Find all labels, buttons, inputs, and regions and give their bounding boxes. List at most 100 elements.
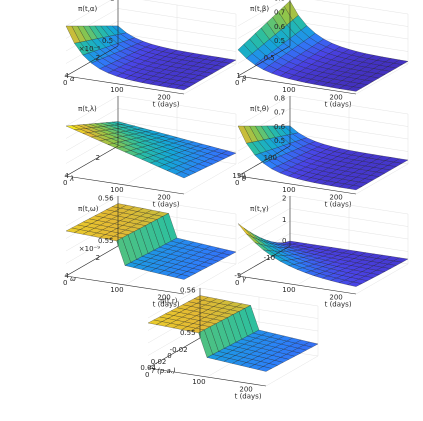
x-axis-label: t (days) (325, 201, 352, 209)
x-tick-label: 100 (110, 286, 123, 294)
x-axis-label: t (days) (235, 393, 262, 401)
x-tick-label: 100 (110, 186, 123, 194)
z-axis-label: π(t,r) (160, 297, 178, 305)
y-tick-label: 0.5 (264, 54, 275, 62)
z-tick-label: 1 (110, 0, 114, 3)
y-tick-label: 4 (64, 172, 69, 180)
z-tick-label: 0.8 (274, 95, 285, 103)
z-tick-label: 0.8 (274, 0, 285, 3)
surface-patch (221, 249, 237, 256)
x-tick-label: 100 (282, 286, 295, 294)
y-axis-label: θ (242, 175, 247, 183)
x-tick-label: 0 (63, 179, 67, 187)
y-tick-label: 2 (96, 254, 100, 262)
x-tick-label: 0 (145, 371, 149, 379)
z-tick-label: 0.6 (274, 23, 286, 31)
x-tick-label: 200 (157, 293, 170, 301)
x-tick-label: 100 (110, 86, 123, 94)
x-tick-label: 0 (63, 79, 67, 87)
x-tick-label: 200 (329, 193, 342, 201)
grid-line (65, 195, 119, 227)
y-axis-label: ω (70, 275, 76, 283)
x-axis-line (65, 175, 185, 195)
z-tick-label: 0.7 (274, 109, 285, 117)
x-tick-label: 100 (282, 186, 295, 194)
y-axis-line (65, 45, 119, 77)
x-axis-label: t (days) (153, 201, 180, 209)
surface-patch (393, 59, 409, 65)
y-tick-label: 4 (64, 272, 69, 280)
grid-line (355, 63, 409, 95)
x-axis-line (65, 75, 185, 95)
y-axis-label: α (70, 75, 75, 83)
x-tick-label: 200 (239, 385, 252, 393)
y-exponent-label: ×10⁻⁶ (79, 45, 100, 53)
surface-patch (221, 58, 237, 64)
grid-line (355, 163, 409, 195)
x-axis-label: t (days) (153, 301, 180, 309)
y-exponent-label: ×10⁻⁹ (79, 245, 100, 253)
y-axis-line (237, 145, 291, 177)
x-axis-line (237, 275, 357, 295)
y-tick-label: 4 (64, 72, 69, 80)
z-tick-label: 0.56 (180, 287, 196, 295)
z-tick-label: 0.5 (274, 37, 285, 45)
z-tick-label: 0.5 (102, 37, 113, 45)
x-tick-label: 200 (329, 293, 342, 301)
grid-line (147, 287, 201, 319)
z-axis-label: π(t,γ) (250, 205, 269, 213)
y-tick-label: -5 (234, 272, 241, 280)
surface-patch (221, 150, 237, 157)
y-tick-label: 150 (232, 172, 245, 180)
x-tick-label: 200 (157, 93, 170, 101)
z-tick-label: 0.6 (274, 123, 286, 131)
x-tick-label: 0 (235, 279, 239, 287)
grid-line (265, 355, 319, 387)
y-axis-line (65, 245, 119, 277)
grid-line (237, 195, 291, 227)
x-axis-label: t (days) (325, 301, 352, 309)
x-tick-label: 0 (235, 179, 239, 187)
grid-line (237, 0, 284, 27)
surface-plot-4: 0 100 200 100 150 0.5 0.6 0.7 0.8 t (days) θ π(t,θ) (232, 95, 409, 209)
y-axis-line (237, 45, 291, 77)
y-axis-line (237, 245, 291, 277)
z-tick-label: 0.55 (180, 329, 196, 337)
grid-line (65, 108, 119, 139)
z-tick-label: 0.5 (274, 137, 285, 145)
z-axis-label: π(t,ω) (78, 205, 99, 213)
grid-line (65, 0, 112, 27)
x-tick-label: 100 (282, 86, 295, 94)
y-tick-label: 0.02 (151, 358, 167, 366)
x-tick-label: 200 (329, 93, 342, 101)
x-axis-line (65, 275, 185, 295)
grid-line (355, 263, 409, 295)
x-tick-label: 0 (63, 279, 67, 287)
y-tick-label: 2 (96, 54, 100, 62)
surface-patch (393, 257, 409, 263)
x-axis-line (237, 175, 357, 195)
y-axis-label: γ (242, 275, 247, 283)
y-tick-label: 0 (167, 352, 171, 360)
x-axis-line (147, 367, 267, 387)
z-axis-label: π(t,θ) (250, 105, 269, 113)
y-tick-label: 1 (236, 72, 240, 80)
y-axis-label: λ (69, 175, 74, 183)
surface-patch (237, 223, 253, 237)
grid-line (183, 163, 237, 195)
z-axis-label: π(t,λ) (78, 105, 97, 113)
y-tick-label: 0.04 (140, 364, 156, 372)
grid-line (237, 220, 291, 252)
y-tick-label: -10 (264, 254, 275, 262)
z-tick-label: 2 (282, 195, 286, 203)
surface-patch (303, 341, 319, 348)
grid-line (183, 63, 237, 95)
y-axis-line (147, 337, 201, 369)
y-axis-label: r (p.a.) (152, 367, 176, 375)
grid-line (237, 95, 291, 127)
y-axis-line (65, 145, 119, 177)
